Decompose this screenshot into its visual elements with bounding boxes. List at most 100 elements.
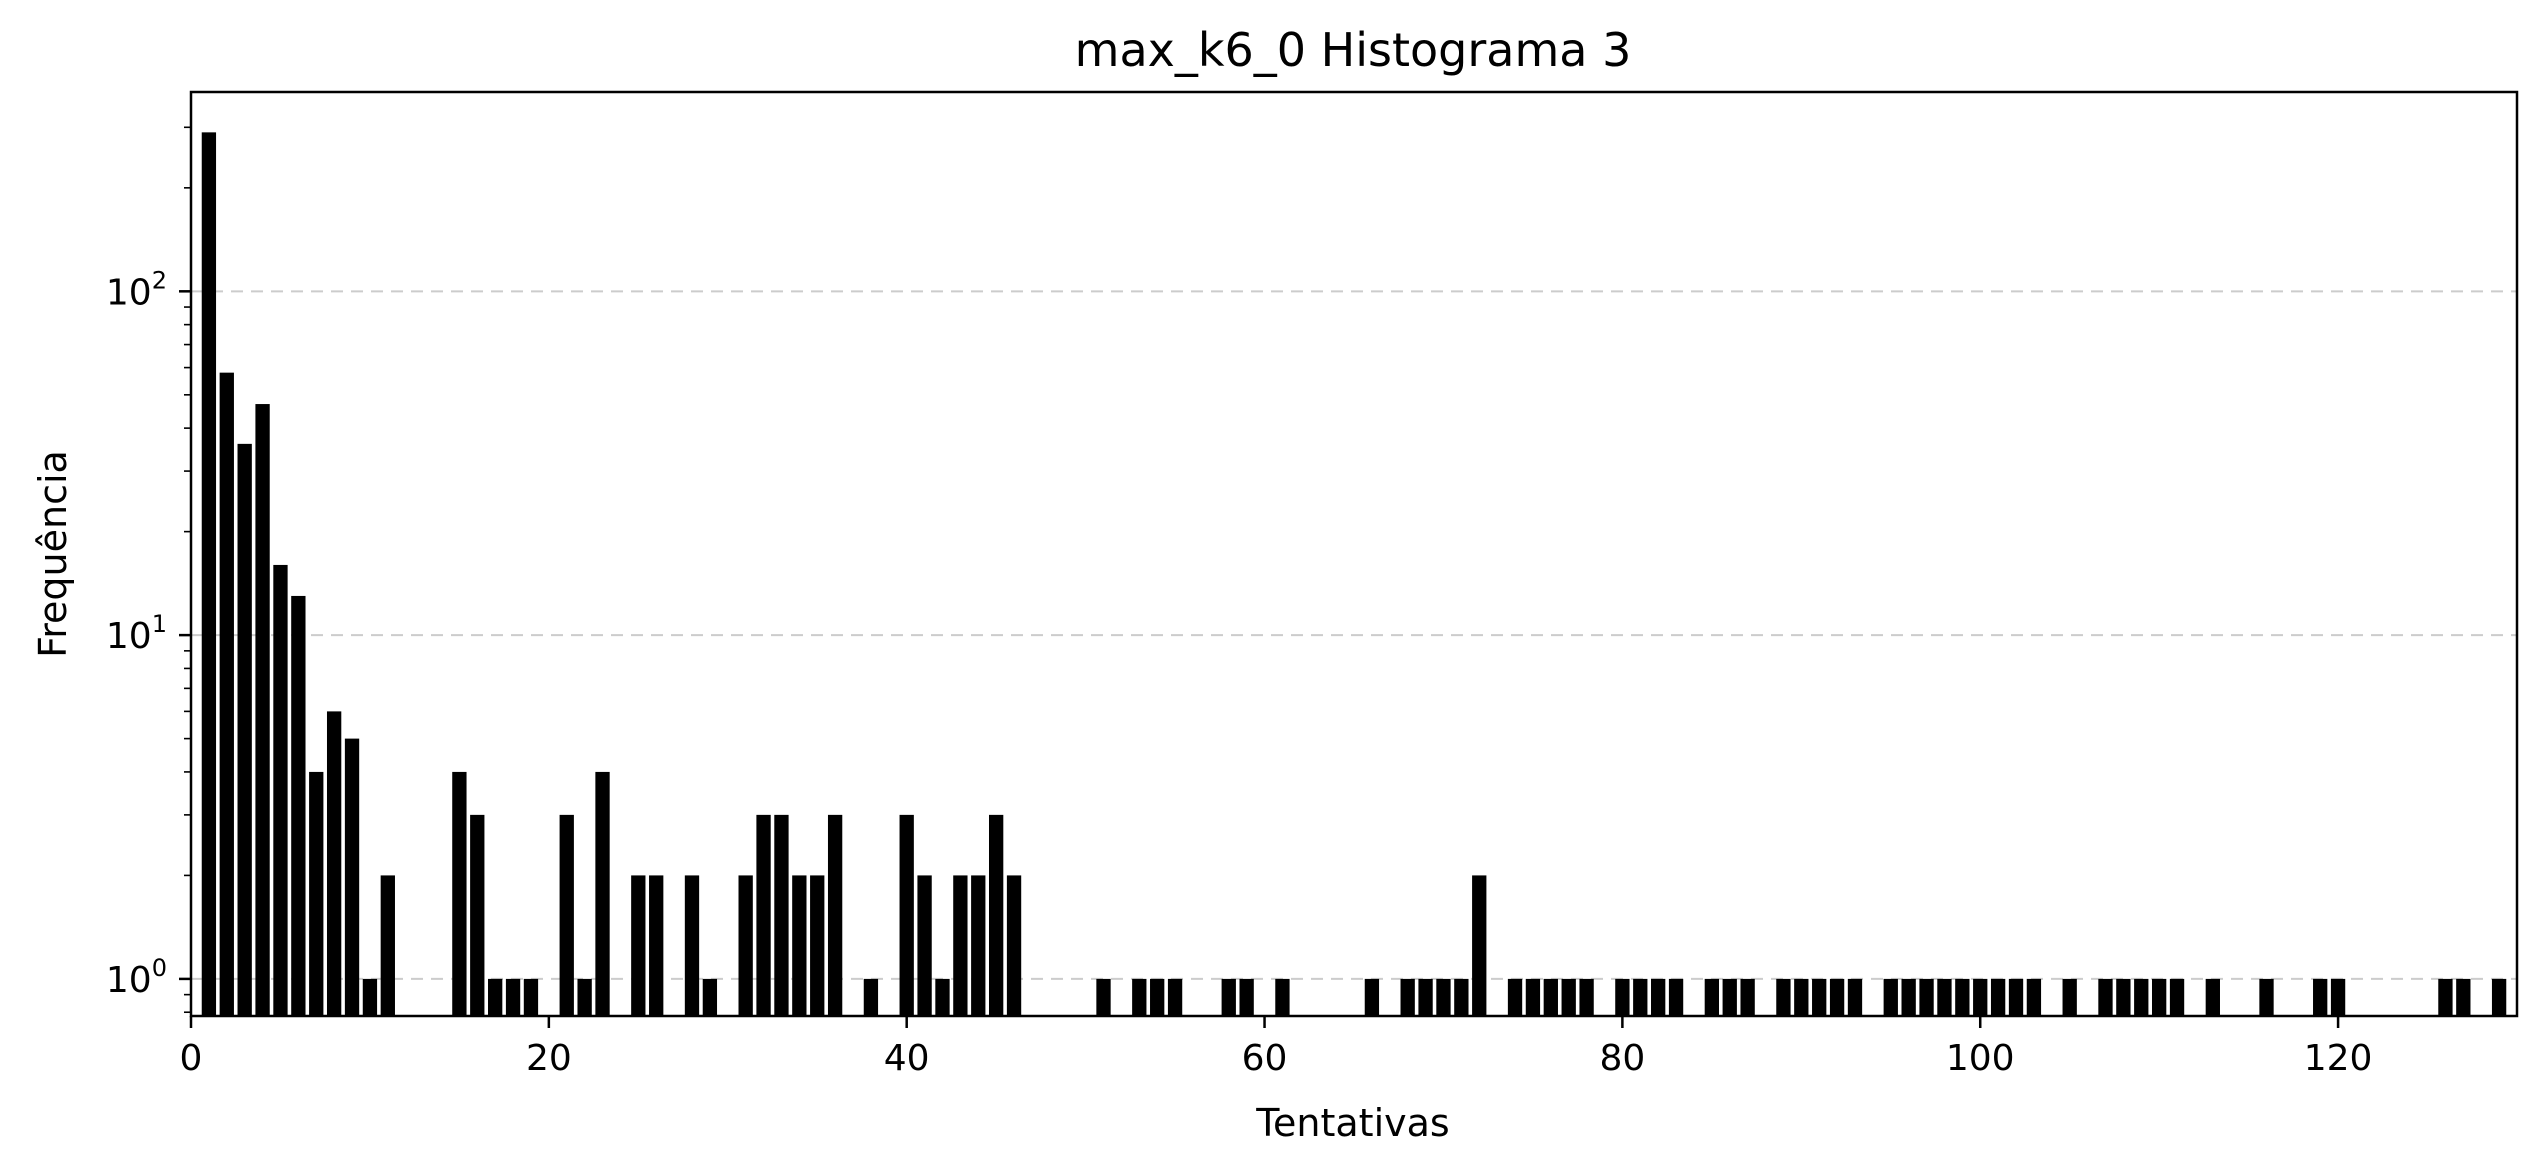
bar-10 (362, 978, 378, 1016)
bar-18 (505, 978, 521, 1016)
bar-92 (1829, 978, 1845, 1016)
bar-43 (953, 875, 968, 1016)
bar-75 (1525, 978, 1541, 1016)
bar-101 (1990, 978, 2006, 1016)
bar-103 (2026, 978, 2042, 1016)
bar-129 (2491, 978, 2507, 1016)
bar-29 (702, 978, 718, 1016)
grid-lines (191, 290, 2517, 980)
bar-23 (595, 771, 610, 1016)
x-tick-label-120: 120 (2304, 1038, 2373, 1079)
bar-71 (1454, 978, 1469, 1016)
bar-69 (1418, 978, 1433, 1016)
bar-8 (326, 711, 342, 1016)
bar-33 (774, 814, 789, 1016)
x-tick-label-0: 0 (180, 1038, 203, 1079)
x-axis-label: Tentativas (1255, 1101, 1449, 1145)
bar-7 (309, 771, 324, 1016)
bar-25 (631, 875, 646, 1016)
bar-22 (577, 978, 592, 1016)
bar-6 (291, 595, 306, 1016)
bar-58 (1221, 978, 1236, 1016)
bar-98 (1937, 978, 1952, 1016)
bar-83 (1668, 978, 1684, 1016)
bar-110 (2151, 978, 2167, 1016)
x-axis-ticks: 0 20 40 60 80 100 120 (180, 1016, 2373, 1079)
y-tick-label-0: 100 (106, 954, 167, 1001)
plot-frame (189, 90, 2519, 1018)
bar-81 (1633, 978, 1648, 1016)
bar-80 (1615, 978, 1630, 1016)
x-tick-label-60: 60 (1242, 1038, 1288, 1079)
bar-44 (971, 875, 986, 1016)
bar-111 (2169, 978, 2185, 1016)
bar-113 (2205, 978, 2220, 1016)
bar-93 (1847, 978, 1863, 1016)
y-tick-label-2: 102 (106, 266, 167, 313)
bar-70 (1436, 978, 1451, 1016)
bar-85 (1704, 978, 1720, 1016)
bar-5 (273, 564, 288, 1016)
bar-97 (1919, 978, 1934, 1016)
bar-127 (2456, 978, 2471, 1016)
bar-78 (1579, 978, 1594, 1016)
bar-17 (488, 978, 503, 1016)
bar-53 (1132, 978, 1147, 1016)
bar-107 (2098, 978, 2113, 1016)
bar-28 (684, 875, 700, 1016)
bar-54 (1150, 978, 1165, 1016)
bar-77 (1561, 978, 1576, 1016)
bar-96 (1901, 978, 1916, 1016)
bar-42 (935, 978, 950, 1016)
bar-11 (380, 875, 395, 1016)
x-tick-label-40: 40 (884, 1038, 930, 1079)
x-tick-label-80: 80 (1599, 1038, 1645, 1079)
bar-82 (1651, 978, 1666, 1016)
bar-36 (827, 814, 843, 1016)
bar-26 (649, 875, 664, 1016)
bar-16 (470, 814, 485, 1016)
x-tick-label-100: 100 (1946, 1038, 2015, 1079)
bar-99 (1955, 978, 1970, 1016)
y-axis-ticks: 100 101 102 (106, 126, 191, 1014)
bar-9 (344, 738, 360, 1016)
bar-74 (1507, 978, 1523, 1016)
x-tick-label-20: 20 (526, 1038, 572, 1079)
bar-66 (1364, 978, 1380, 1016)
bar-90 (1794, 978, 1809, 1016)
chart-title: max_k6_0 Histograma 3 (1075, 23, 1632, 77)
bar-46 (1006, 875, 1022, 1016)
bars (201, 132, 2507, 1017)
bar-108 (2116, 978, 2131, 1016)
bar-95 (1883, 978, 1898, 1016)
bar-2 (219, 372, 234, 1016)
bar-40 (899, 814, 914, 1016)
bar-19 (523, 978, 539, 1016)
bar-55 (1167, 978, 1183, 1016)
bar-100 (1973, 978, 1988, 1016)
bar-87 (1740, 978, 1755, 1016)
bar-76 (1543, 978, 1558, 1016)
bar-68 (1400, 978, 1415, 1016)
bar-51 (1096, 978, 1111, 1016)
bar-45 (988, 814, 1004, 1016)
bar-15 (452, 771, 467, 1016)
bar-102 (2008, 978, 2024, 1016)
bar-59 (1239, 978, 1254, 1016)
bar-3 (237, 443, 252, 1017)
bar-105 (2062, 978, 2077, 1016)
bar-38 (863, 978, 879, 1016)
bar-89 (1776, 978, 1791, 1016)
bar-116 (2259, 978, 2274, 1016)
bar-109 (2134, 978, 2149, 1016)
bar-32 (756, 814, 771, 1016)
bar-86 (1722, 978, 1737, 1016)
bar-4 (255, 404, 270, 1016)
bar-126 (2438, 978, 2453, 1016)
bar-35 (810, 875, 825, 1016)
bar-1 (201, 132, 217, 1017)
y-axis-label: Frequência (31, 450, 75, 658)
bar-21 (559, 814, 574, 1016)
bar-31 (738, 875, 753, 1016)
bar-41 (917, 875, 932, 1016)
